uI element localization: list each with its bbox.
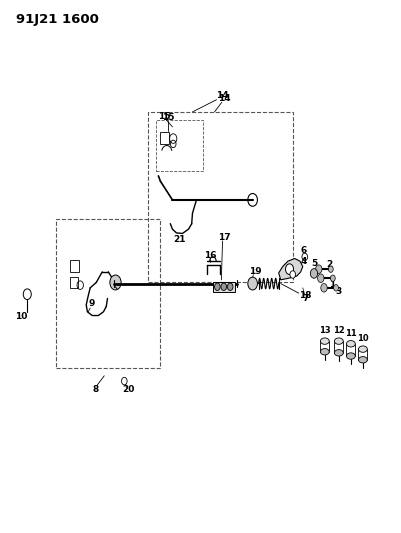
Circle shape	[328, 266, 333, 272]
Circle shape	[334, 285, 338, 291]
Circle shape	[330, 275, 335, 281]
Text: 21: 21	[173, 236, 186, 244]
Ellipse shape	[358, 357, 367, 363]
Text: 18: 18	[299, 292, 312, 300]
Text: 16: 16	[204, 252, 217, 260]
Text: 20: 20	[122, 385, 134, 393]
Ellipse shape	[334, 350, 343, 356]
Text: 14: 14	[216, 92, 229, 100]
Circle shape	[110, 275, 121, 290]
Bar	[148, 112, 293, 282]
Ellipse shape	[320, 338, 329, 344]
Text: 91J21 1600: 91J21 1600	[16, 13, 99, 26]
Circle shape	[221, 283, 227, 290]
Bar	[70, 277, 78, 288]
Circle shape	[215, 283, 220, 290]
Ellipse shape	[320, 349, 329, 355]
Text: 17: 17	[218, 233, 231, 241]
Ellipse shape	[334, 338, 343, 344]
Text: 19: 19	[249, 268, 261, 276]
Text: 4: 4	[301, 257, 307, 265]
Circle shape	[290, 271, 296, 278]
Circle shape	[318, 274, 324, 282]
Circle shape	[227, 283, 233, 290]
Text: 13: 13	[319, 326, 330, 335]
Bar	[156, 120, 203, 171]
Circle shape	[286, 264, 294, 274]
Bar	[70, 260, 79, 272]
Text: 14: 14	[218, 94, 231, 103]
Text: 5: 5	[311, 260, 317, 268]
Bar	[160, 132, 169, 144]
Bar	[213, 282, 235, 292]
Text: 1: 1	[329, 280, 335, 288]
Text: 3: 3	[336, 287, 342, 296]
Text: 7: 7	[303, 294, 309, 303]
Circle shape	[316, 265, 322, 273]
Polygon shape	[279, 259, 303, 280]
Bar	[56, 219, 160, 368]
Text: 6: 6	[301, 246, 307, 255]
Ellipse shape	[358, 346, 367, 352]
Text: 2: 2	[326, 261, 333, 269]
Text: 11: 11	[345, 329, 357, 337]
Text: 8: 8	[92, 385, 99, 393]
Text: 10: 10	[357, 334, 369, 343]
Circle shape	[248, 277, 257, 290]
Circle shape	[321, 284, 327, 292]
Text: 10: 10	[15, 312, 27, 320]
Ellipse shape	[346, 341, 355, 347]
Ellipse shape	[346, 353, 355, 359]
Text: 9: 9	[88, 300, 95, 308]
Text: 15: 15	[158, 112, 171, 120]
Text: 12: 12	[333, 326, 345, 335]
Text: 15: 15	[162, 113, 175, 122]
Circle shape	[310, 269, 318, 278]
